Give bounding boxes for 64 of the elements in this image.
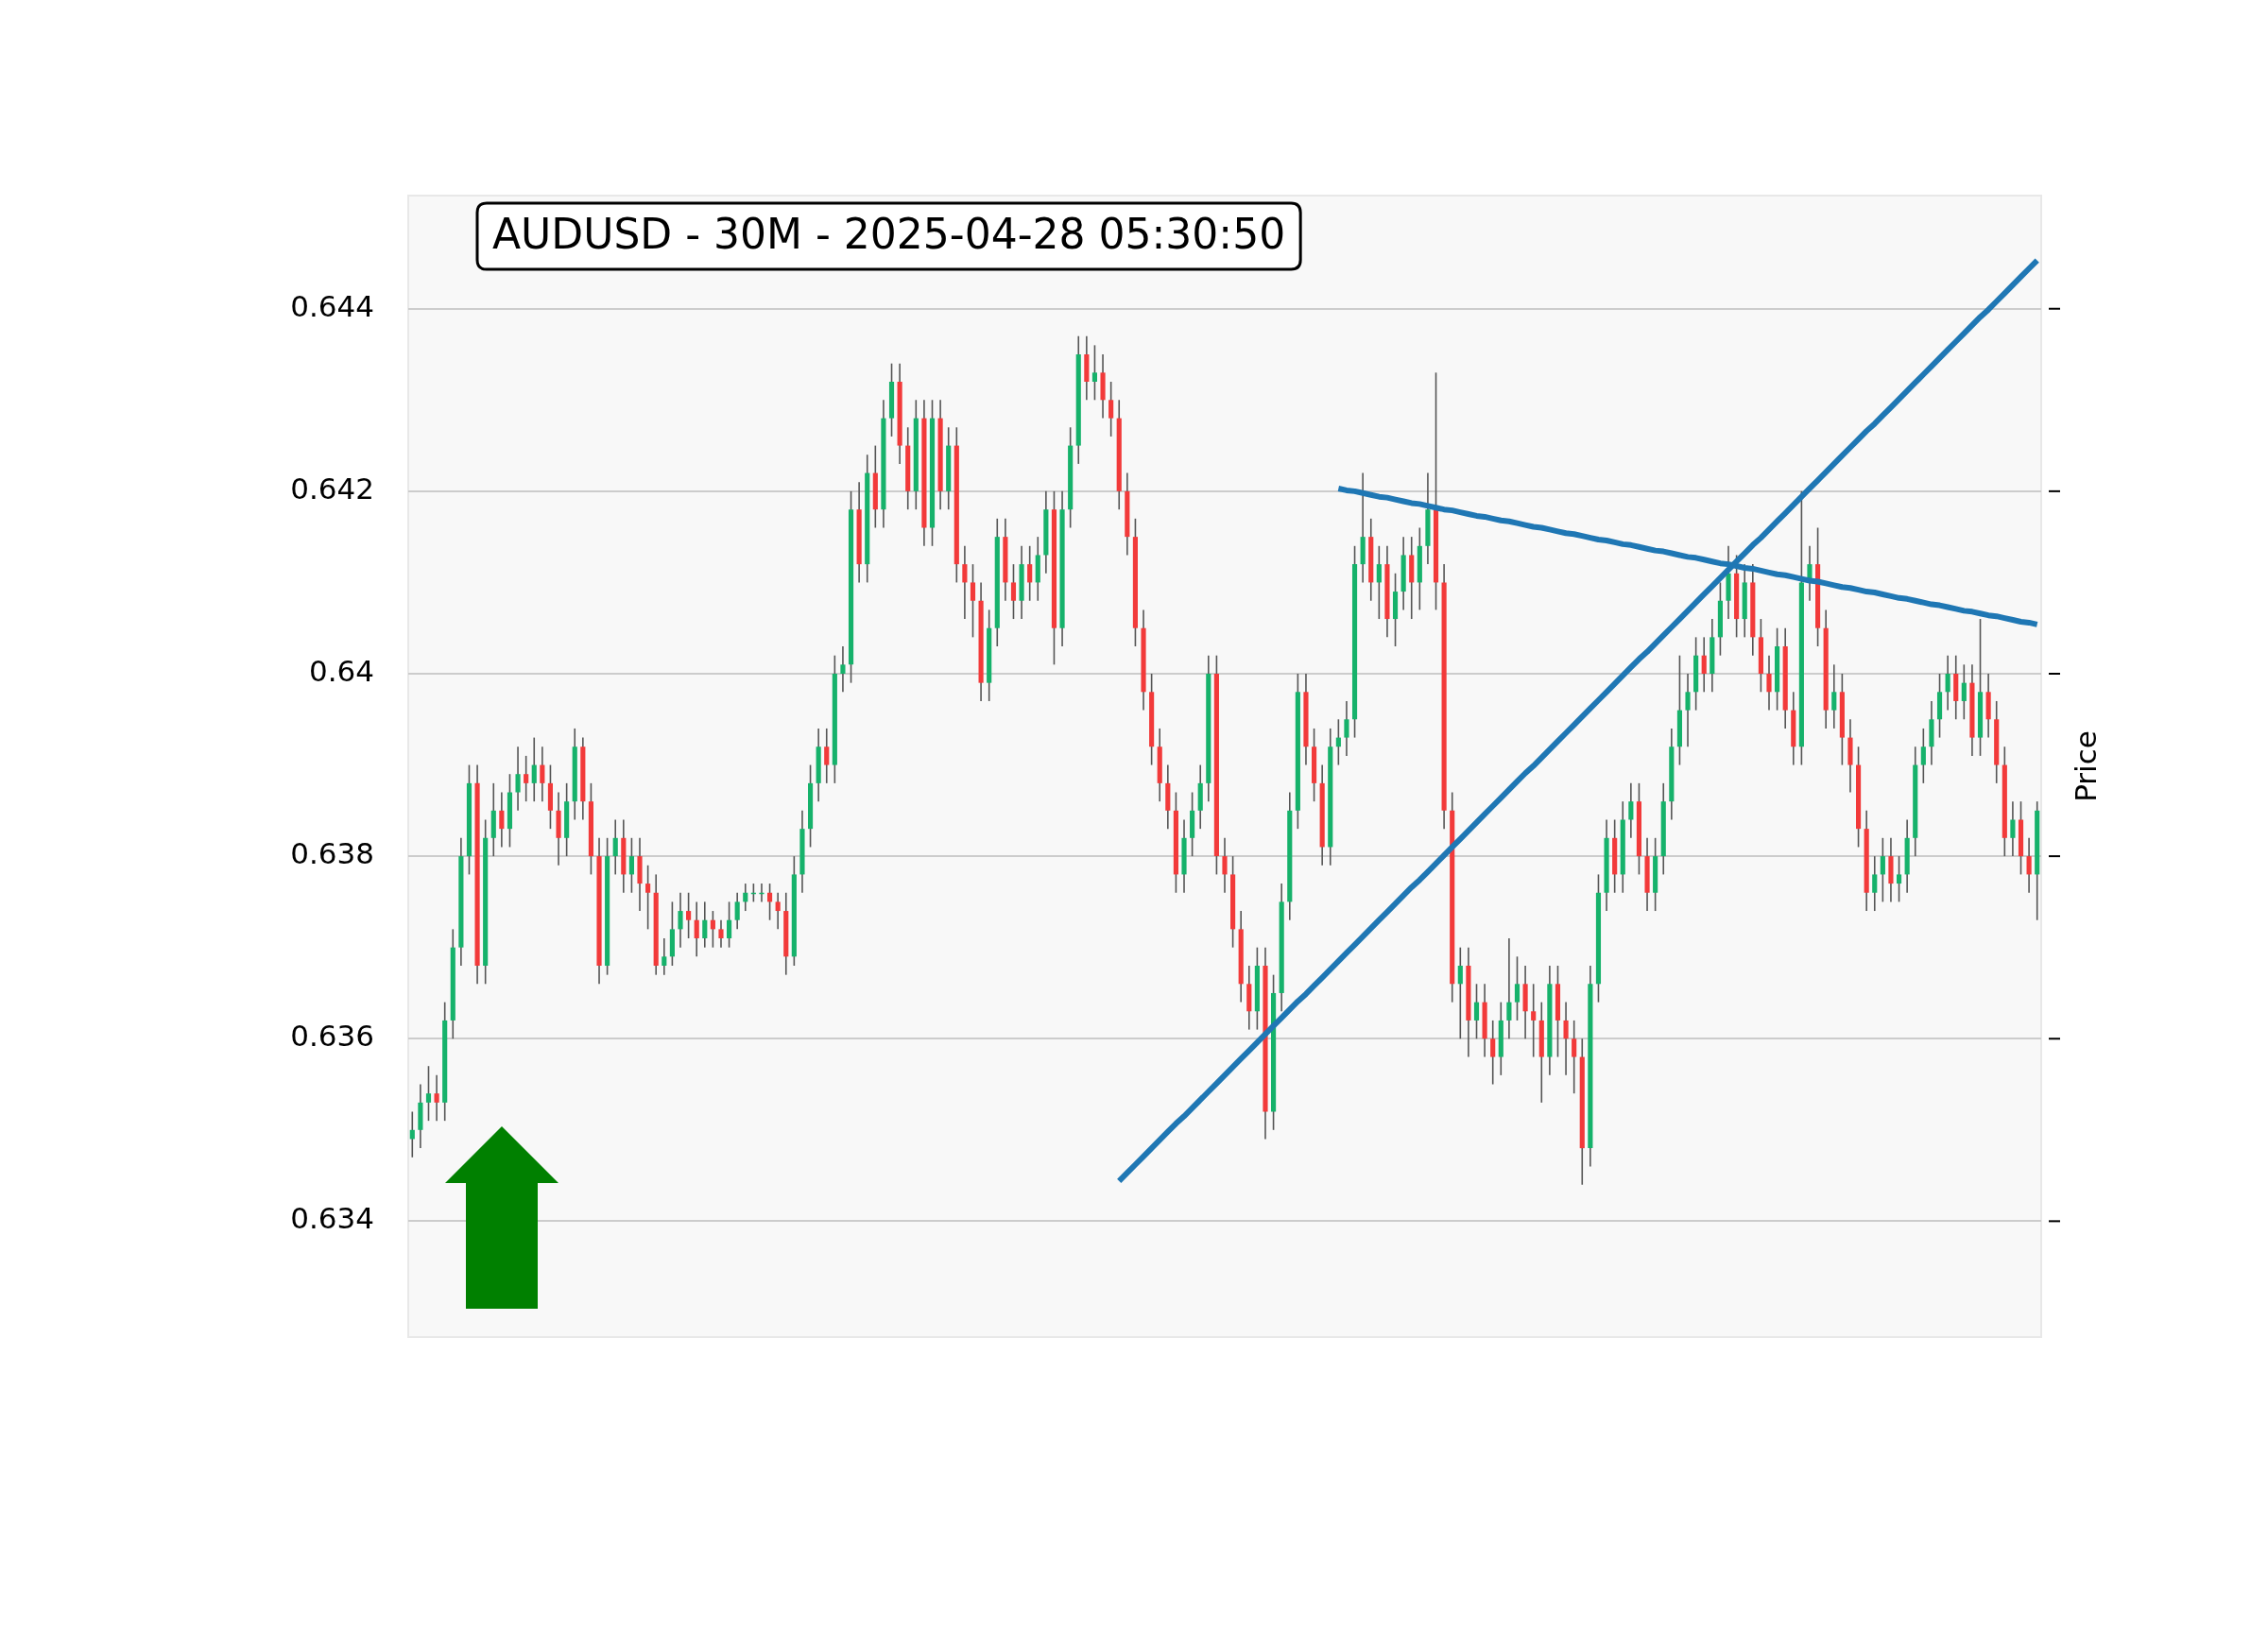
- candlestick: [1027, 545, 1033, 602]
- candlestick: [1222, 837, 1228, 894]
- candlestick: [1685, 673, 1691, 748]
- candlestick: [1490, 1020, 1496, 1086]
- candlestick: [824, 728, 830, 784]
- candlestick: [694, 901, 699, 958]
- candlestick: [425, 1065, 432, 1122]
- y-tick-label: 0.642: [290, 471, 374, 506]
- chart-title: AUDUSD - 30M - 2025-04-28 05:30:50: [492, 210, 1286, 259]
- candlestick: [1531, 983, 1537, 1058]
- candlestick: [540, 746, 545, 802]
- candlestick: [1335, 718, 1341, 766]
- candlestick: [1344, 700, 1349, 757]
- candlestick: [718, 918, 724, 949]
- candlestick: [962, 545, 968, 620]
- y-tick-label: 0.636: [290, 1019, 374, 1054]
- candlestick: [702, 901, 708, 949]
- candlestick: [1563, 1001, 1569, 1076]
- y-tick-label: 0.644: [290, 288, 374, 323]
- y-tick-label: 0.634: [290, 1201, 374, 1236]
- y-tick-label: 0.638: [290, 836, 374, 871]
- candlestick: [1831, 663, 1837, 729]
- candlestick: [1896, 855, 1902, 903]
- candlestick: [1961, 663, 1967, 721]
- candlestick: [2010, 800, 2016, 857]
- candlestick: [1766, 654, 1772, 712]
- candlestick: [524, 755, 529, 802]
- candlestick: [2026, 837, 2032, 894]
- candlestick: [970, 563, 976, 639]
- candlestick: [1701, 636, 1707, 694]
- candlestick: [727, 901, 732, 949]
- candlestick: [662, 937, 667, 976]
- candlestick: [1920, 728, 1926, 784]
- y-tick-label: 0.64: [308, 654, 374, 689]
- candlestick: [710, 910, 715, 949]
- candlestick: [1514, 955, 1521, 1021]
- candlestick: [1880, 837, 1885, 903]
- candlestick: [1376, 545, 1382, 620]
- candlestick: [766, 883, 773, 921]
- candlestick: [1945, 654, 1950, 712]
- candlestick: [840, 645, 846, 694]
- candlestick: [409, 1110, 415, 1158]
- candlestick: [1010, 563, 1017, 620]
- candlestick: [1572, 1020, 1577, 1094]
- candlestick: [531, 736, 537, 802]
- candlestick: [686, 891, 692, 939]
- candlestick: [1506, 937, 1512, 1040]
- candlestick: [775, 891, 781, 931]
- candlestick: [612, 818, 618, 876]
- y-axis-title: Price: [2069, 730, 2104, 802]
- candlestick: [1872, 855, 1878, 912]
- candlestick: [434, 1074, 439, 1122]
- candlestick: [734, 891, 740, 931]
- candlestick: [678, 891, 683, 949]
- candlestick: [1091, 344, 1098, 402]
- candlestick: [1457, 946, 1463, 1040]
- candlestick: [645, 864, 651, 931]
- candlestick: [499, 791, 505, 849]
- candlestick: [1108, 381, 1114, 438]
- candlestick: [1628, 782, 1634, 839]
- candlestick: [743, 883, 748, 912]
- candlestick: [628, 837, 634, 894]
- candlestick: [1473, 983, 1480, 1040]
- candlestick: [515, 746, 521, 812]
